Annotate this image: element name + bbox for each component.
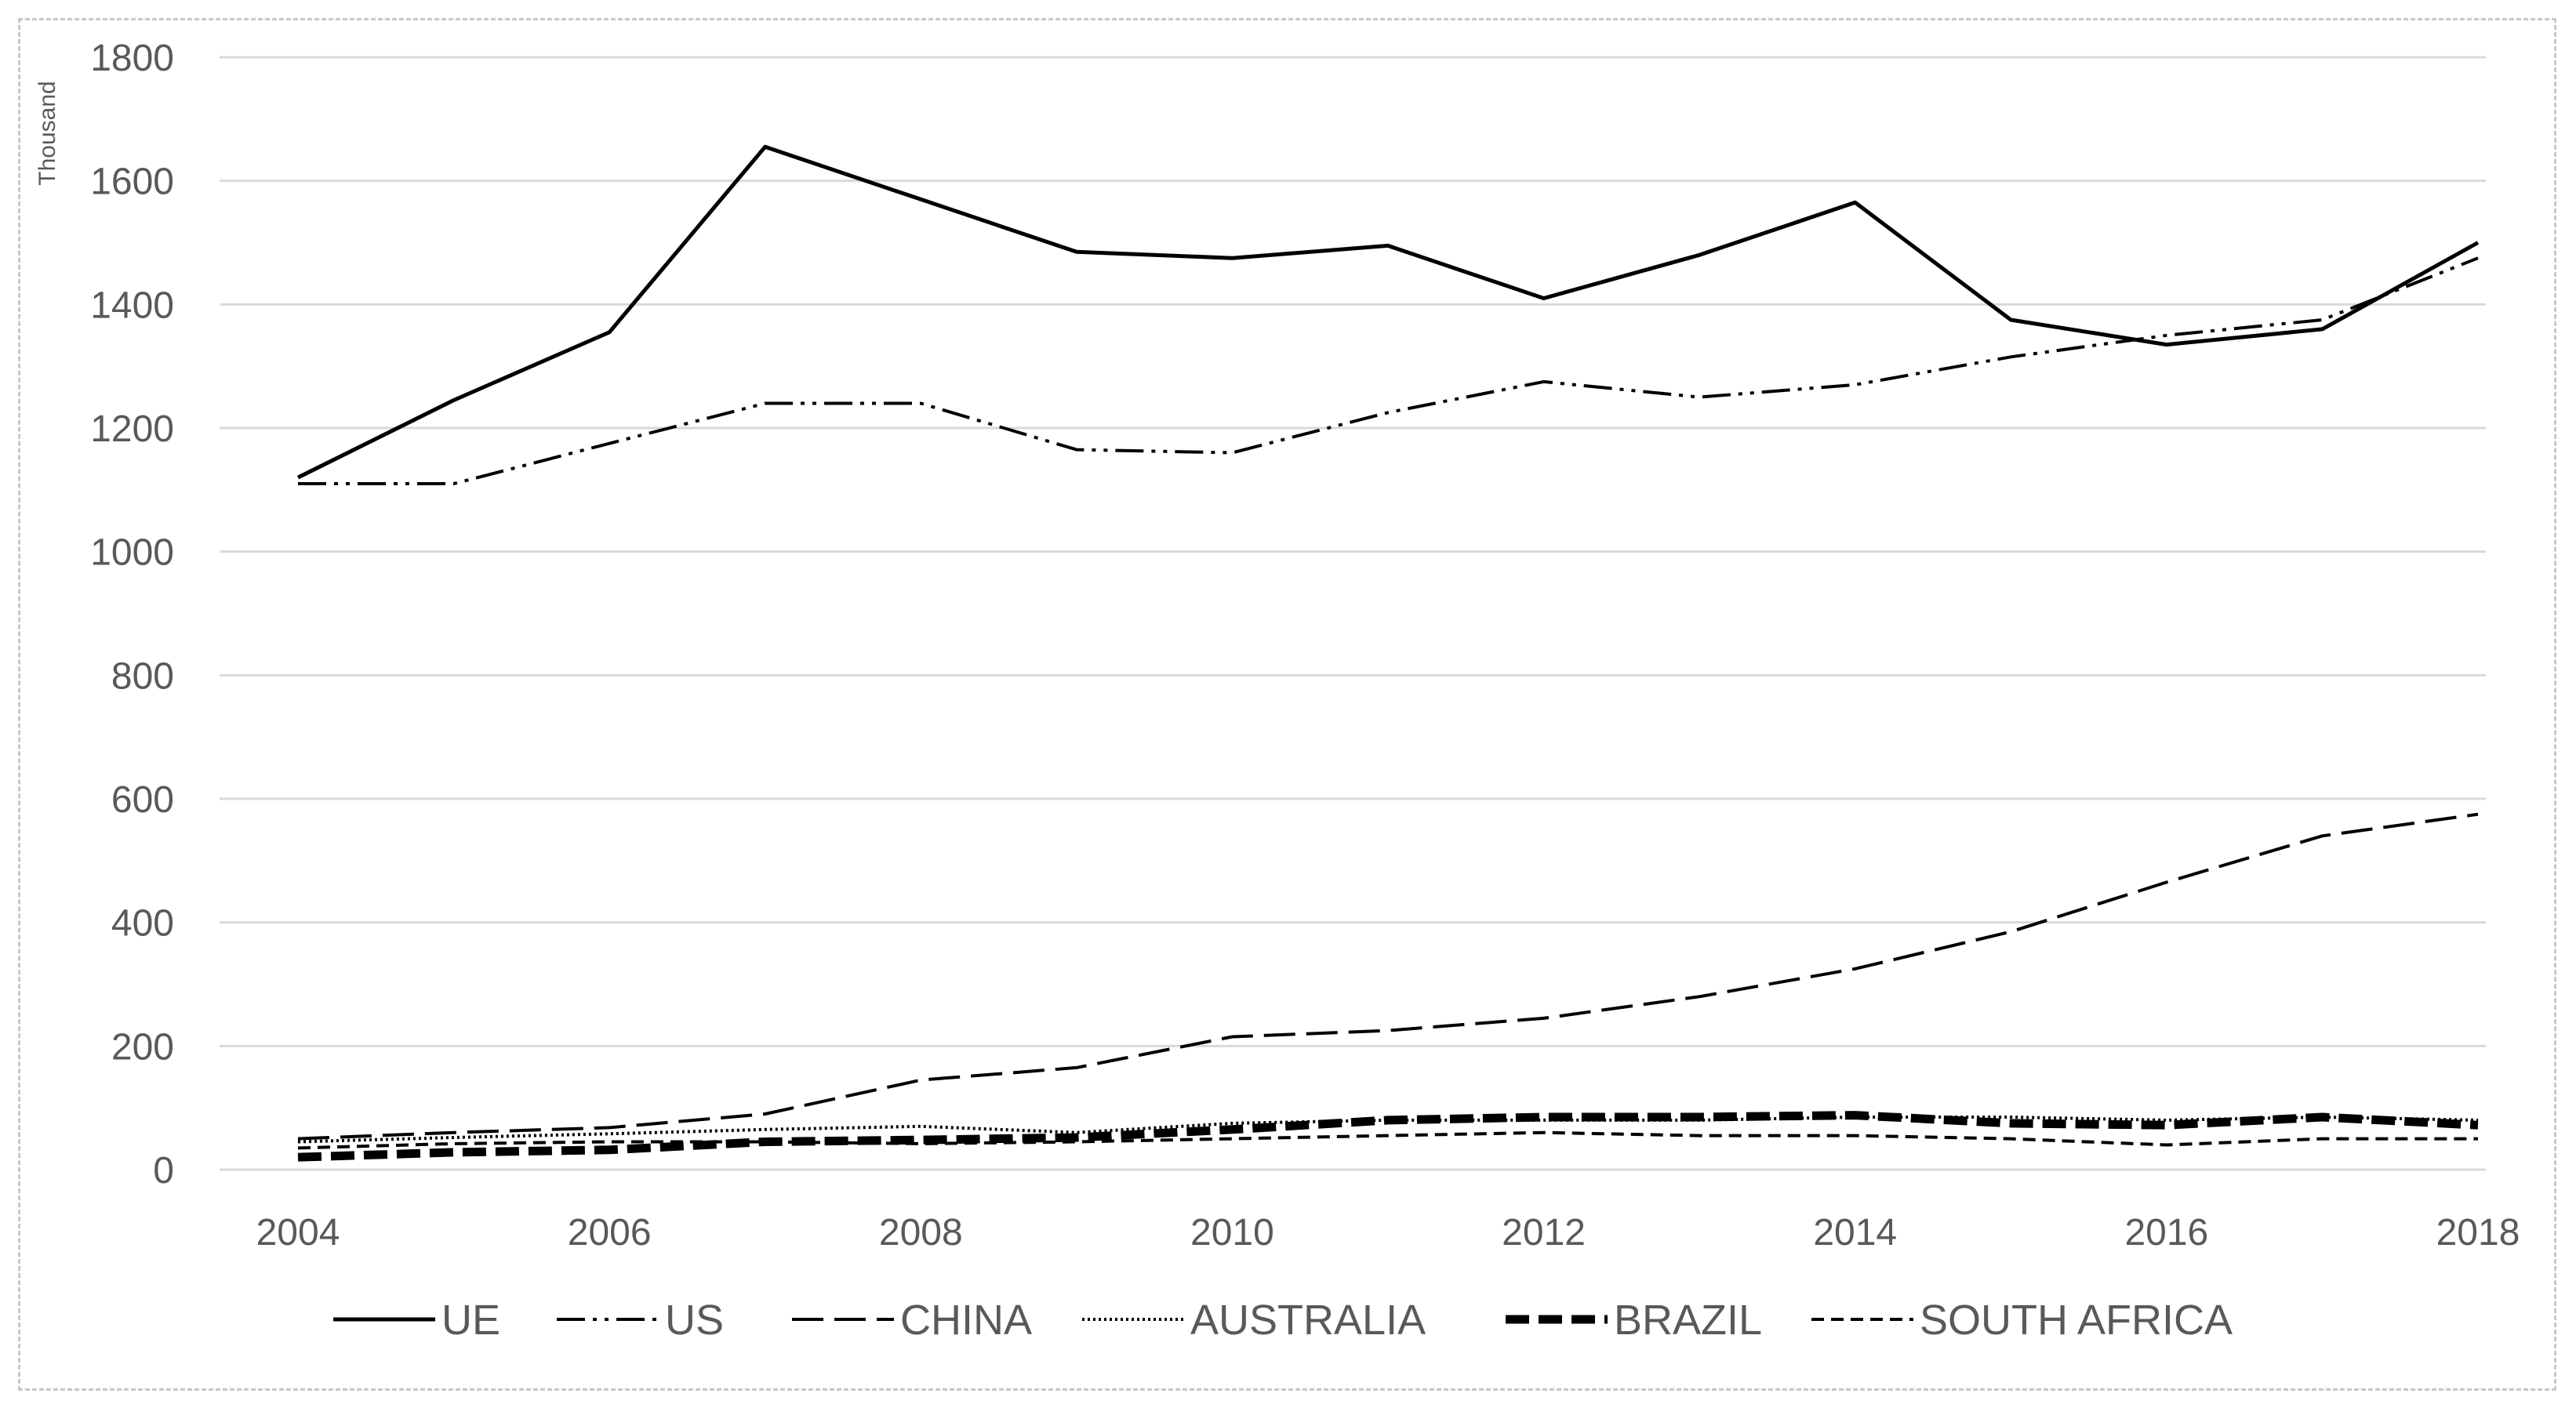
x-tick-label: 2008 xyxy=(879,1212,963,1254)
x-tick-label: 2018 xyxy=(2436,1212,2520,1254)
legend-label: CHINA xyxy=(900,1297,1032,1344)
legend-label: UE xyxy=(441,1297,500,1344)
legend-label: AUSTRALIA xyxy=(1190,1297,1426,1344)
legend-label: BRAZIL xyxy=(1614,1297,1762,1344)
y-tick-label: 1000 xyxy=(90,532,174,574)
x-tick-label: 2010 xyxy=(1190,1212,1274,1254)
chart-frame xyxy=(18,18,2556,1391)
legend-label: US xyxy=(665,1297,724,1344)
x-axis-ticks: 2004 2006 2008 2010 2012 2014 2016 2018 xyxy=(256,1212,2520,1254)
y-tick-label: 200 xyxy=(111,1026,174,1068)
y-tick-label: 800 xyxy=(111,655,174,697)
y-axis-ticks: 0 200 400 600 800 1000 1200 1400 1600 1800 xyxy=(90,38,174,1192)
series-line-south-africa xyxy=(297,1130,2478,1150)
x-tick-label: 2006 xyxy=(568,1212,652,1254)
x-tick-label: 2016 xyxy=(2124,1212,2208,1254)
x-tick-label: 2012 xyxy=(1502,1212,1586,1254)
y-tick-label: 600 xyxy=(111,779,174,821)
y-tick-label: 400 xyxy=(111,903,174,945)
legend: UE US CHINA AUSTRALIA BRAZIL SOUTH AFRICA xyxy=(333,1297,2233,1344)
series-line-australia xyxy=(297,1116,2479,1144)
series-line-us xyxy=(298,256,2479,485)
x-tick-label: 2004 xyxy=(256,1212,340,1254)
series-line-brazil xyxy=(297,1111,2479,1162)
series-line-ue xyxy=(296,144,2480,480)
series-lines xyxy=(296,144,2480,1162)
gridlines xyxy=(220,56,2486,1171)
y-tick-label: 1400 xyxy=(90,285,174,326)
y-tick-label: 0 xyxy=(153,1150,174,1192)
y-tick-label: 1600 xyxy=(90,161,174,203)
y-tick-label: 1800 xyxy=(90,38,174,79)
y-axis-label: Thousand xyxy=(35,81,60,185)
x-tick-label: 2014 xyxy=(1813,1212,1897,1254)
y-tick-label: 1200 xyxy=(90,408,174,450)
legend-label: SOUTH AFRICA xyxy=(1920,1297,2233,1344)
series-line-china xyxy=(297,812,2479,1141)
